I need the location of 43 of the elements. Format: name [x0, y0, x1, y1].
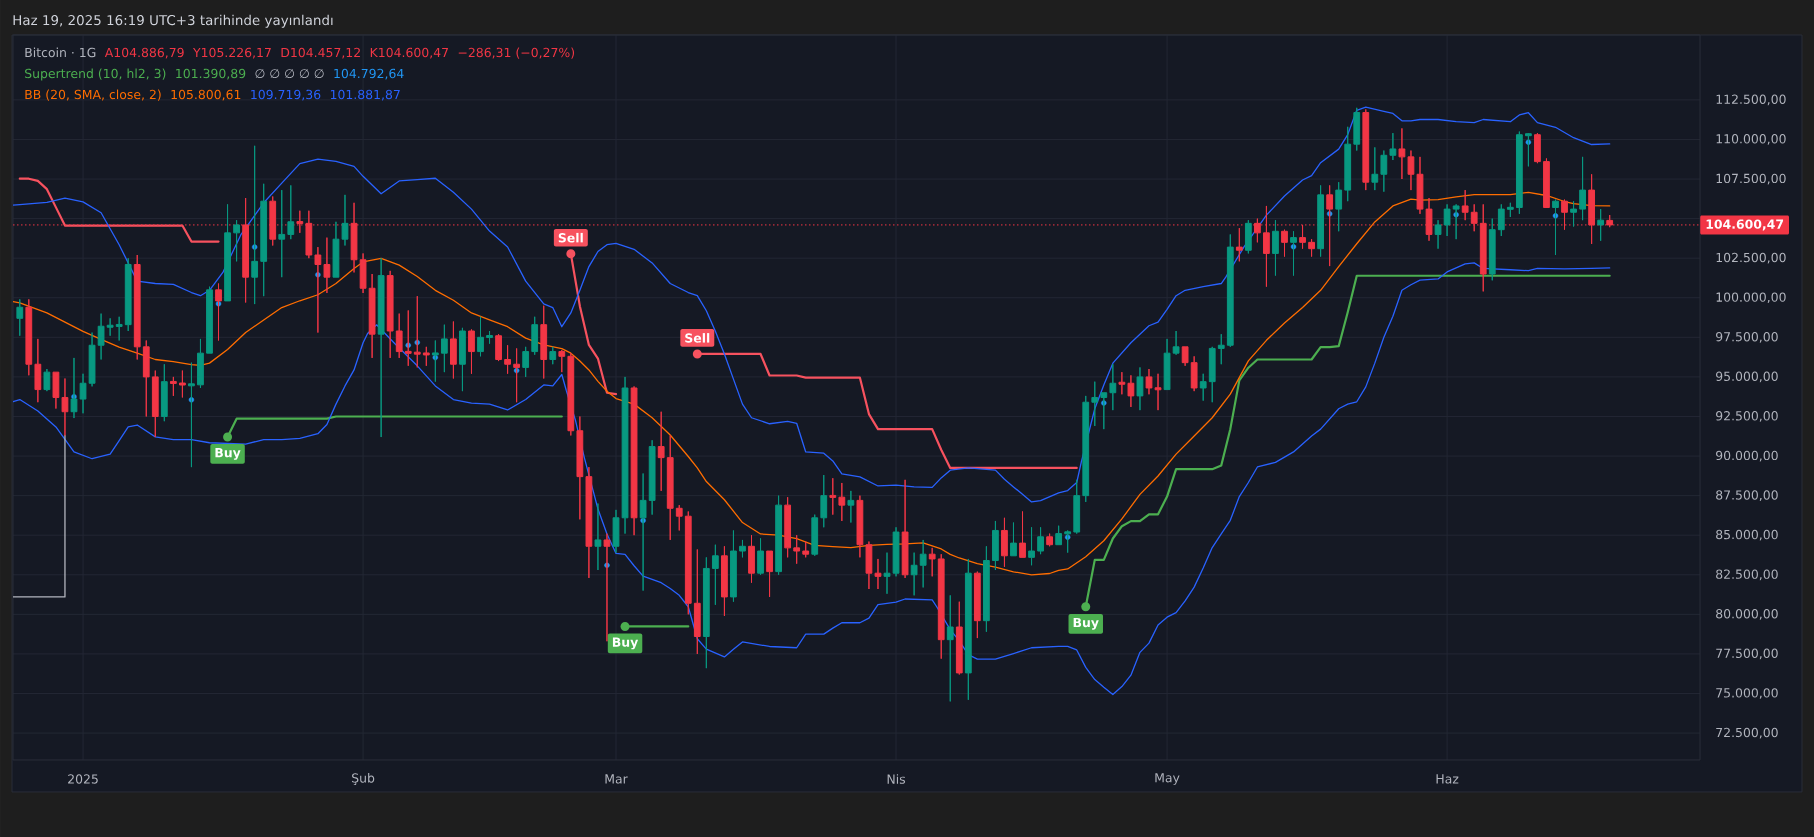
y-tick-label: 72.500,00 — [1716, 727, 1778, 739]
annotation: −286,31 (−0,27%) — [458, 47, 575, 59]
y-tick-label: 112.500,00 — [1716, 94, 1786, 106]
y-tick-label: 92.500,00 — [1716, 411, 1778, 422]
annotation: Buy — [1073, 617, 1099, 630]
annotation: K104.600,47 — [370, 47, 448, 59]
x-tick-label: Şub — [352, 773, 375, 785]
annotation: 105.800,61 — [171, 89, 241, 101]
annotation: Buy — [215, 448, 241, 460]
text: Supertrend (10, hl2, 3) — [25, 68, 166, 81]
y-tick-label: 87.500,00 — [1716, 490, 1778, 501]
annotation: 109.719,36 — [251, 89, 321, 101]
chart-title: Haz 19, 2025 16:19 UTC+3 tarihinde yayınlandı — [13, 14, 333, 28]
y-tick-label: 77.500,00 — [1716, 648, 1778, 660]
y-tick-label: 75.000,00 — [1716, 688, 1778, 699]
y-tick-label: 100.000,00 — [1716, 292, 1786, 304]
x-tick-label: 2025 — [68, 774, 98, 784]
annotation: Sell — [685, 333, 710, 343]
annotation: ∅ ∅ ∅ ∅ ∅ — [255, 69, 324, 79]
text: BB (20, SMA, close, 2) — [25, 89, 161, 101]
ref-line-label: 104.600,47 — [1706, 219, 1784, 231]
annotation: Y105.226,17 — [192, 47, 271, 59]
y-tick-label: 90.000,00 — [1716, 450, 1778, 462]
y-tick-label: 110.000,00 — [1716, 134, 1786, 145]
annotation: 101.390,89 — [176, 68, 246, 80]
x-tick-label: Mar — [605, 774, 628, 784]
annotation: Buy — [612, 637, 639, 650]
y-tick-label: 107.500,00 — [1716, 173, 1786, 185]
y-tick-label: 102.500,00 — [1716, 252, 1786, 264]
y-tick-label: 80.000,00 — [1716, 609, 1778, 620]
annotation: 101.881,87 — [330, 89, 400, 101]
annotation: D104.457,12 — [281, 47, 360, 59]
y-tick-label: 97.500,00 — [1716, 331, 1778, 343]
y-tick-label: 95.000,00 — [1716, 371, 1778, 383]
annotation: A104.886,79 — [104, 47, 184, 59]
annotation: 104.792,64 — [334, 68, 404, 80]
x-tick-label: May — [1155, 773, 1180, 785]
x-tick-label: Nis — [887, 774, 906, 784]
y-tick-label: 85.000,00 — [1716, 529, 1778, 541]
annotation: Sell — [558, 232, 583, 243]
y-tick-label: 82.500,00 — [1716, 569, 1778, 581]
text: Bitcoin · 1G — [25, 47, 96, 58]
x-tick-label: Haz — [1436, 774, 1459, 784]
